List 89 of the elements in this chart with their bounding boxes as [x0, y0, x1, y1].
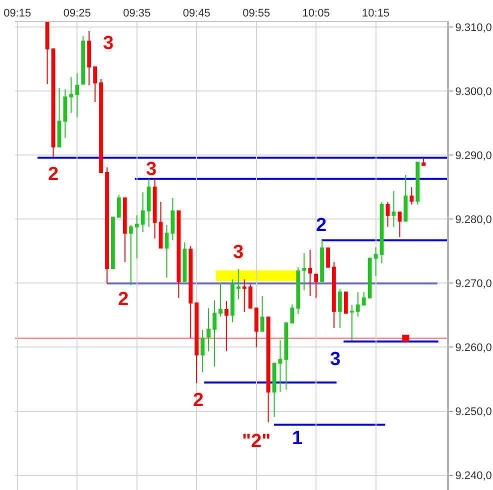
- annotation: 2: [48, 164, 59, 185]
- annotation: 3: [103, 33, 114, 54]
- candlestick: [266, 316, 270, 423]
- candlestick: [410, 186, 414, 205]
- y-tick-label: 9.260,0: [455, 342, 492, 354]
- x-tick-label: 09:55: [242, 8, 270, 20]
- annotation: "2": [242, 431, 271, 452]
- candlestick: [116, 194, 121, 218]
- candlestick: [362, 292, 366, 306]
- candlestick: [188, 246, 193, 339]
- candlestick: [164, 224, 169, 278]
- x-tick-label: 09:45: [182, 8, 210, 20]
- candlestick: [158, 201, 163, 248]
- candlestick: [200, 329, 205, 373]
- candlestick: [182, 242, 187, 282]
- annotation: 2: [316, 215, 327, 236]
- candlestick: [236, 268, 240, 300]
- candlestick: [87, 30, 92, 86]
- y-tick-label: 9.280,0: [455, 214, 492, 226]
- candlestick: [146, 178, 151, 228]
- candlestick: [422, 158, 426, 166]
- candlestick: [99, 78, 103, 173]
- annotation: 2: [193, 390, 204, 411]
- y-tick-label: 9.250,0: [455, 406, 492, 418]
- candlestick: [224, 300, 228, 352]
- candlestick: [284, 322, 288, 390]
- candlestick: [320, 240, 324, 282]
- y-tick-label: 9.310,0: [455, 22, 492, 34]
- x-tick-label: 09:35: [123, 8, 151, 20]
- candlestick: [75, 72, 80, 118]
- candlestick: [356, 292, 360, 317]
- candlestick: [416, 162, 420, 205]
- candlestick: [57, 87, 62, 148]
- x-tick-label: 10:05: [302, 8, 330, 20]
- candlestick: [45, 22, 50, 85]
- y-tick-label: 9.270,0: [455, 278, 492, 290]
- candlestick: [69, 76, 74, 114]
- candlestick: [296, 266, 300, 314]
- candlestick: [111, 216, 115, 269]
- candlestick: [302, 252, 306, 291]
- candlestick: [278, 340, 282, 393]
- candlestick: [51, 48, 56, 158]
- y-tick-label: 9.290,0: [455, 150, 492, 162]
- candlestick: [105, 166, 109, 284]
- candlestick: [326, 248, 330, 268]
- annotation: 2: [118, 289, 129, 310]
- candlestick: [122, 198, 127, 263]
- candlestick: [140, 192, 145, 232]
- candlestick: [386, 201, 390, 228]
- candlestick: [350, 304, 354, 341]
- candlestick: [81, 36, 86, 85]
- candlestick: [194, 302, 199, 384]
- x-tick-label: 10:15: [362, 8, 390, 20]
- candlestick: [206, 308, 210, 352]
- candlestick: [63, 88, 68, 138]
- y-tick-label: 9.300,0: [455, 86, 492, 98]
- candlestick: [134, 214, 139, 259]
- candlestick: [314, 274, 318, 298]
- candlestick: [368, 258, 372, 298]
- x-tick-label: 09:15: [4, 8, 32, 20]
- candlestick: [344, 292, 348, 314]
- candlestick: [212, 300, 216, 367]
- candlestick: [398, 212, 402, 238]
- candlestick: [272, 362, 276, 418]
- candlestick: [242, 278, 246, 313]
- y-tick-label: 9.240,0: [455, 470, 492, 482]
- candlestick: [332, 262, 336, 329]
- candlestick: [93, 66, 98, 103]
- candlestick: [230, 278, 234, 323]
- candlestick: [392, 190, 396, 228]
- annotation: 3: [330, 349, 341, 370]
- candlestick: [176, 210, 181, 298]
- candlestick: [218, 282, 222, 317]
- annotation: 1: [292, 428, 303, 449]
- candlestick: [374, 246, 378, 277]
- annotation: 3: [233, 242, 244, 263]
- annotation: 3: [146, 159, 157, 180]
- x-tick-label: 09:25: [63, 8, 91, 20]
- candlestick: [260, 296, 264, 332]
- candlestick: [290, 304, 294, 324]
- candlestick: [308, 249, 312, 297]
- candlestick: [338, 288, 342, 329]
- candlestick: [380, 201, 384, 264]
- candlestick: [254, 308, 258, 348]
- candlestick: [248, 284, 252, 309]
- candlestick: [152, 178, 157, 239]
- candlestick: [404, 174, 408, 222]
- candlestick: [128, 224, 133, 286]
- candlestick: [170, 198, 175, 241]
